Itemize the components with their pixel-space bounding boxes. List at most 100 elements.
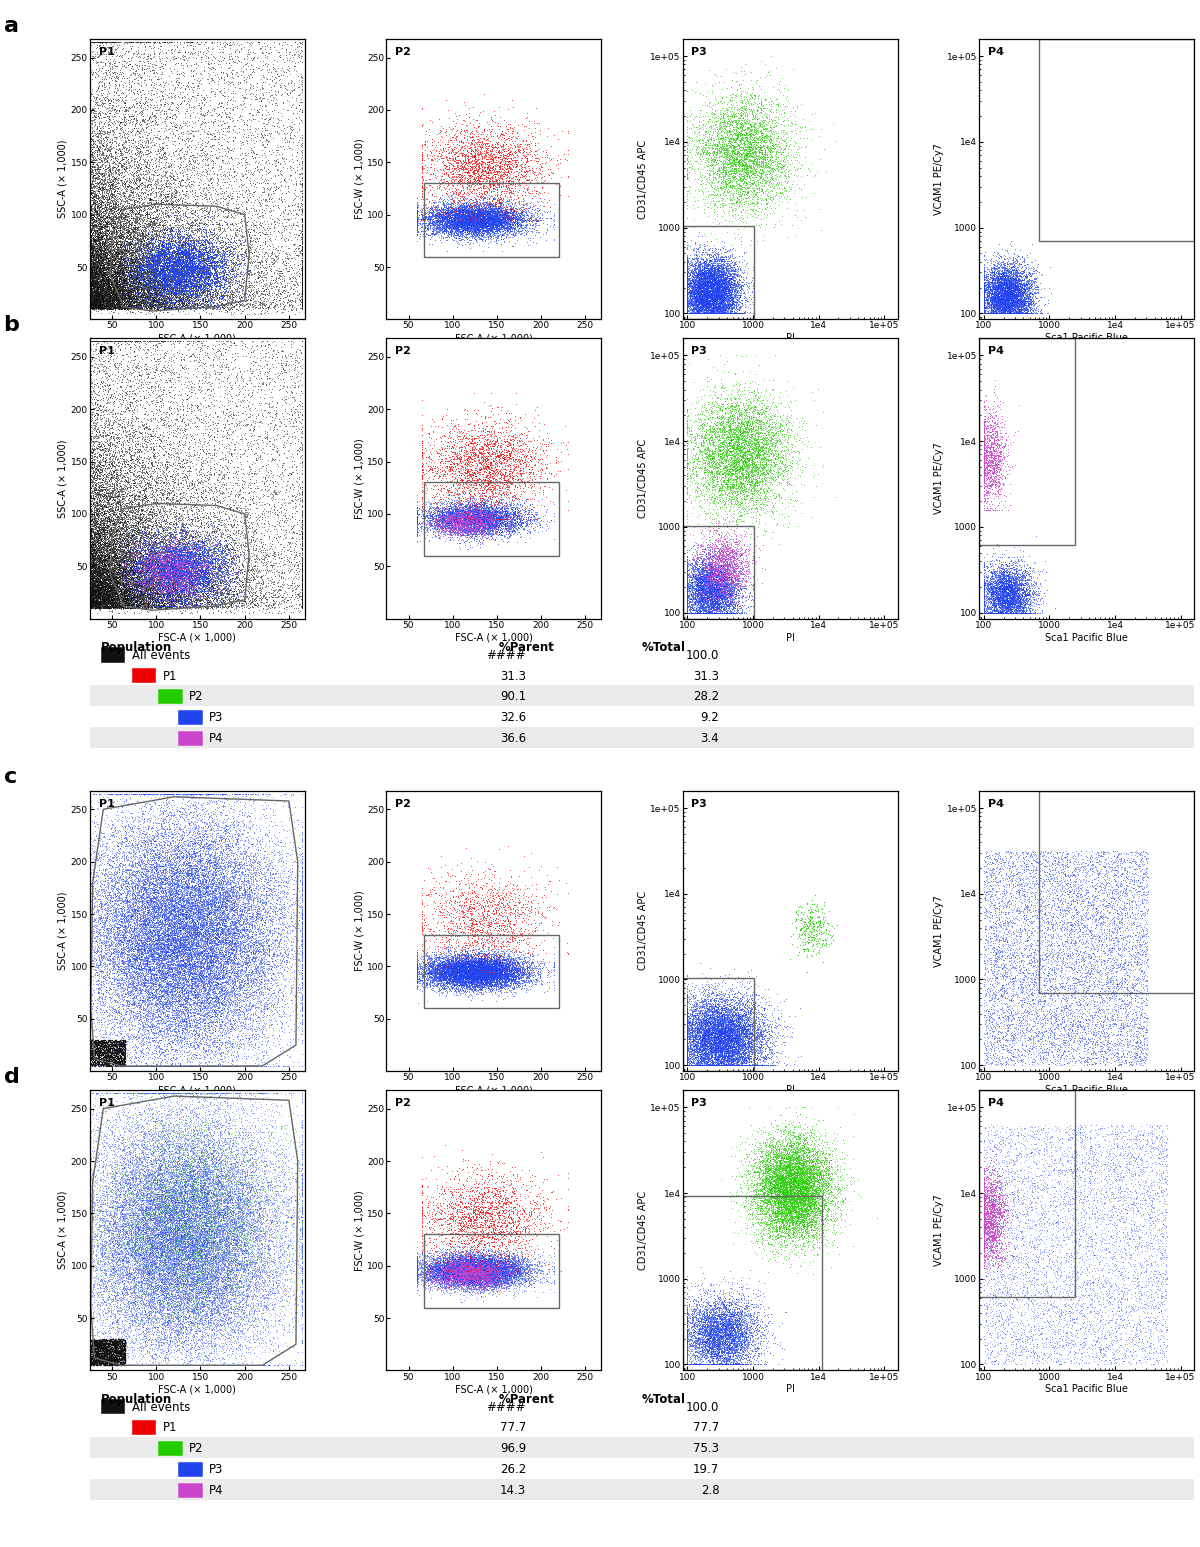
Point [88, 455, 107, 480]
Point [497, 212, 516, 237]
Point [439, 979, 458, 1004]
Point [450, 1259, 469, 1284]
Point [220, 1174, 239, 1199]
Point [467, 209, 486, 234]
Point [536, 432, 556, 456]
Point [709, 1295, 728, 1320]
Point [74, 257, 94, 282]
Point [108, 939, 127, 964]
Point [91, 964, 110, 989]
Point [823, 914, 842, 939]
Point [1096, 1004, 1115, 1029]
Point [457, 439, 476, 464]
Point [206, 959, 226, 984]
Point [787, 1171, 806, 1196]
Point [169, 289, 188, 314]
Point [78, 569, 97, 594]
Point [80, 159, 100, 184]
Point [166, 976, 185, 1001]
Point [1000, 300, 1019, 325]
Point [160, 1290, 179, 1315]
Point [145, 1269, 164, 1293]
Point [114, 286, 133, 311]
Point [678, 272, 697, 297]
Point [710, 1033, 730, 1058]
Point [89, 330, 108, 354]
Point [473, 200, 492, 224]
Point [192, 883, 211, 908]
Point [86, 565, 106, 589]
Point [100, 1054, 119, 1078]
Point [450, 958, 469, 982]
Point [408, 1244, 427, 1269]
Point [776, 1134, 796, 1159]
Point [983, 269, 1002, 294]
Point [488, 1242, 508, 1267]
Point [76, 295, 95, 320]
Point [696, 1043, 715, 1067]
Point [468, 442, 487, 467]
Point [479, 209, 498, 234]
Point [166, 1303, 185, 1327]
Point [209, 995, 228, 1019]
Point [743, 136, 762, 161]
Point [175, 1279, 194, 1304]
Point [119, 552, 138, 577]
Point [499, 422, 518, 447]
Point [487, 1199, 506, 1224]
Point [712, 430, 731, 455]
Point [799, 1235, 818, 1259]
Point [154, 1233, 173, 1258]
Point [154, 961, 173, 985]
Point [985, 981, 1004, 1006]
Point [462, 1269, 481, 1293]
Point [78, 294, 97, 319]
Point [136, 781, 155, 806]
Point [996, 255, 1015, 280]
Point [293, 200, 312, 224]
Point [106, 866, 125, 891]
Point [214, 865, 233, 890]
Point [456, 1245, 475, 1270]
Point [77, 292, 96, 317]
Point [696, 1318, 715, 1343]
Point [215, 464, 234, 489]
Point [476, 210, 496, 235]
Point [116, 1187, 136, 1211]
Point [797, 1197, 816, 1222]
Point [433, 953, 452, 978]
Point [710, 289, 730, 314]
Point [204, 1320, 223, 1344]
Point [172, 919, 191, 944]
Point [118, 31, 137, 56]
Point [694, 1312, 713, 1337]
Point [114, 873, 133, 897]
Point [199, 130, 218, 155]
Point [1016, 1334, 1036, 1358]
Point [712, 1036, 731, 1061]
Point [180, 1276, 199, 1301]
Point [522, 507, 541, 532]
Point [1157, 1224, 1176, 1248]
Point [989, 285, 1008, 309]
Point [1123, 1148, 1142, 1173]
Point [166, 586, 185, 611]
Point [515, 500, 534, 524]
Point [197, 1159, 216, 1183]
Point [94, 1159, 113, 1183]
Point [73, 560, 92, 585]
Point [80, 985, 100, 1010]
Point [784, 1185, 803, 1210]
Point [997, 879, 1016, 903]
Point [481, 455, 500, 480]
Point [443, 954, 462, 979]
Point [164, 45, 184, 70]
Point [196, 1021, 215, 1046]
Point [698, 1352, 718, 1377]
Point [210, 229, 229, 254]
Point [760, 1170, 779, 1194]
Point [746, 1024, 766, 1049]
Point [280, 1244, 299, 1269]
Point [494, 447, 514, 472]
Point [721, 1323, 740, 1347]
